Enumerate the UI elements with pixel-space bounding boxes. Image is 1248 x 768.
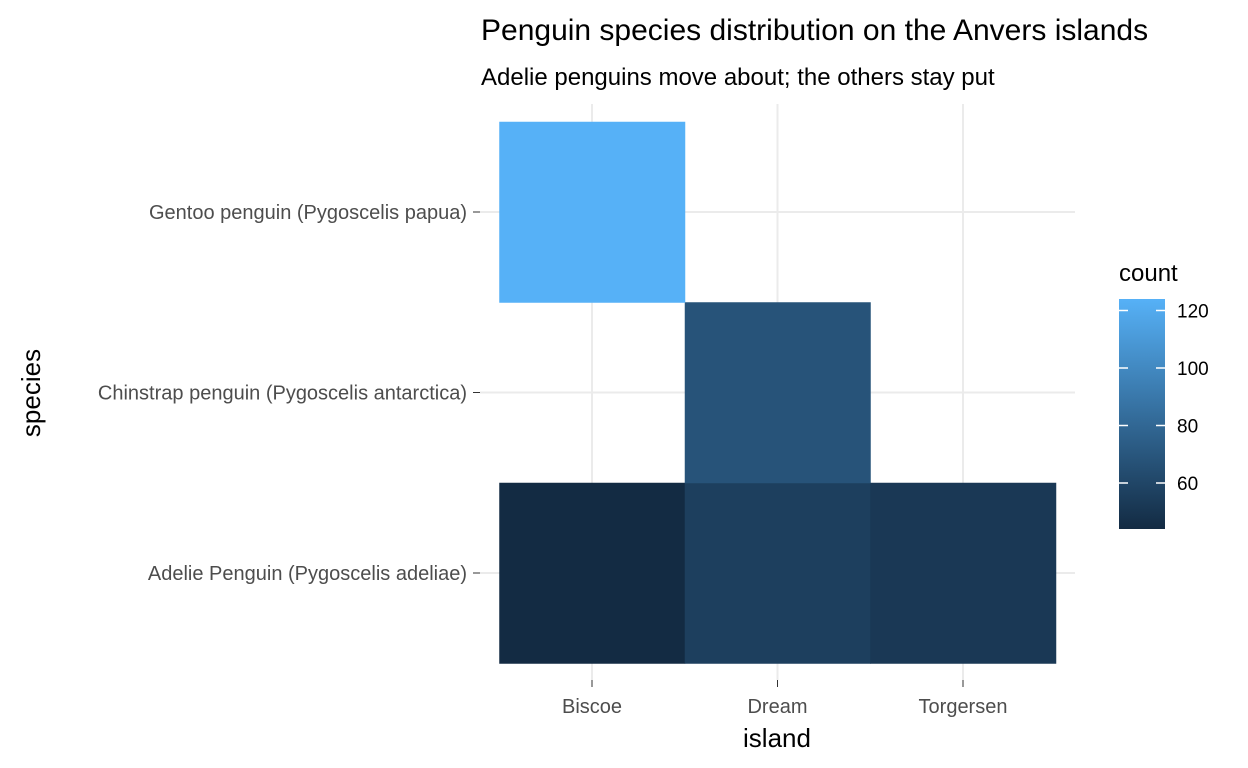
legend-tick-label: 120 (1177, 302, 1209, 323)
legend-title: count (1119, 260, 1178, 287)
y-tick-label: Chinstrap penguin (Pygoscelis antarctica… (98, 383, 467, 405)
chart-title: Penguin species distribution on the Anve… (481, 14, 1148, 47)
y-tick-label: Adelie Penguin (Pygoscelis adeliae) (148, 563, 467, 585)
legend: count 60 80 100 120 (1119, 260, 1209, 529)
y-tick-label: Gentoo penguin (Pygoscelis papua) (149, 202, 467, 224)
legend-tick-label: 100 (1177, 359, 1209, 380)
x-tick-label: Torgersen (919, 696, 1008, 718)
legend-ticks: 60 80 100 120 (1119, 302, 1209, 495)
heatmap-cell-dream-chinstrap (684, 302, 871, 484)
heatmap-cell-torgersen-adelie (870, 482, 1057, 664)
legend-tick-label: 80 (1177, 417, 1198, 438)
heatmap-cell-dream-adelie (684, 482, 871, 664)
y-axis-ticks: Adelie Penguin (Pygoscelis adeliae) Chins… (98, 202, 480, 585)
chart-subtitle: Adelie penguins move about; the others s… (481, 64, 995, 91)
heatmap-cell-biscoe-gentoo (499, 121, 686, 303)
heatmap-cell-biscoe-adelie (499, 482, 686, 664)
heatmap-cells (499, 121, 1057, 664)
x-axis-ticks: Biscoe Dream Torgersen (562, 680, 1007, 718)
y-axis-title: species (16, 349, 46, 437)
legend-colorbar (1119, 299, 1165, 529)
x-axis-title: island (743, 723, 811, 753)
x-tick-label: Dream (747, 696, 807, 718)
x-tick-label: Biscoe (562, 696, 622, 718)
legend-tick-label: 60 (1177, 474, 1198, 495)
